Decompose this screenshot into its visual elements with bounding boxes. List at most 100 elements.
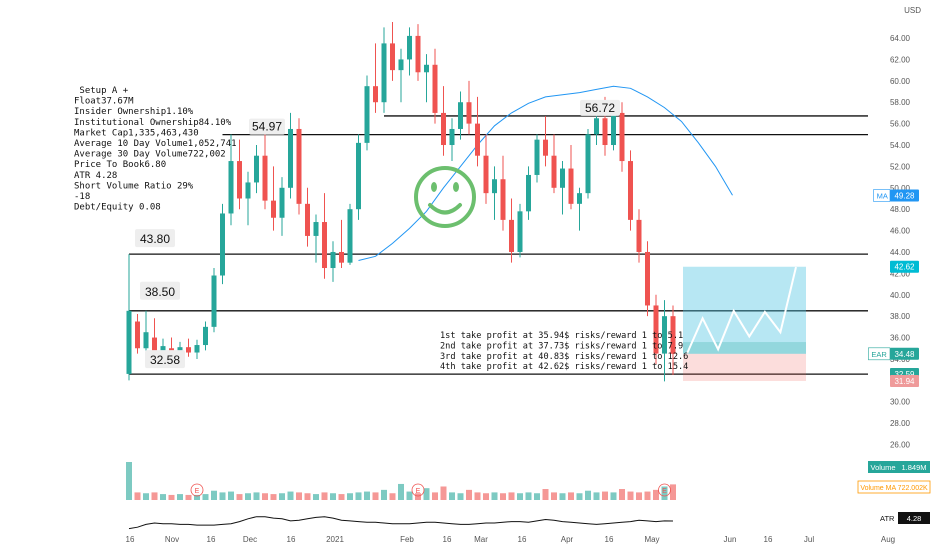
smiley-mouth xyxy=(428,203,462,215)
candle-body xyxy=(347,209,353,263)
long-position-tool[interactable] xyxy=(683,266,806,381)
candle-body xyxy=(373,86,378,103)
time-tick-label: 16 xyxy=(605,535,614,544)
volume-bar xyxy=(398,483,404,500)
volume-bar xyxy=(279,493,285,500)
candles xyxy=(126,22,676,382)
candle-body xyxy=(602,118,608,146)
candle-body xyxy=(551,155,557,188)
candle-body xyxy=(339,251,344,263)
setup-note-line: Float37.67M xyxy=(74,97,134,107)
volume-bar xyxy=(202,494,209,500)
price-tick-label: 28.00 xyxy=(890,419,911,428)
candle-body xyxy=(560,168,565,188)
candle-body xyxy=(585,134,591,194)
candle-body xyxy=(415,35,421,73)
setup-note-line: Average 10 Day Volume1,052,741 xyxy=(74,139,237,149)
price-tick-label: 58.00 xyxy=(890,98,911,107)
volume-bar xyxy=(219,492,226,500)
setup-note-line: -18 xyxy=(74,192,90,202)
candle-body xyxy=(237,161,242,199)
volume-bar xyxy=(253,492,260,500)
time-tick-label: 2021 xyxy=(326,535,344,544)
time-tick-label: Aug xyxy=(881,535,895,544)
setup-note-line: ATR 4.28 xyxy=(74,171,117,181)
candle-body xyxy=(220,213,225,276)
volume-bar xyxy=(670,484,676,500)
setup-note-line: Price To Book6.80 xyxy=(74,160,166,170)
candle-body xyxy=(356,142,361,210)
volume-bar xyxy=(270,494,277,500)
atr-badge-label: ATR xyxy=(880,514,895,523)
volume-bar xyxy=(576,493,583,500)
volume-bar xyxy=(585,490,591,500)
candle-body xyxy=(305,203,310,236)
candle-body xyxy=(577,193,582,204)
volume-bar xyxy=(134,492,141,500)
candle-body xyxy=(441,112,446,146)
volume-bar xyxy=(143,493,149,500)
price-tick-label: 44.00 xyxy=(890,248,911,257)
volume-bar xyxy=(177,494,183,500)
badge-value-34.48: 34.48 xyxy=(894,350,915,359)
earnings-marker xyxy=(658,483,671,497)
volume-bar xyxy=(534,493,540,500)
time-tick-label: May xyxy=(644,535,659,544)
level-label-43.80: 43.80 xyxy=(140,232,170,246)
atr-path xyxy=(128,516,674,530)
volume-bar xyxy=(500,493,506,500)
candle-body xyxy=(330,251,336,269)
setup-note-line: Short Volume Ratio 29% xyxy=(74,181,194,191)
atr-badge-value: 4.28 xyxy=(907,514,922,523)
earnings-marker-label: E xyxy=(416,488,421,495)
price-tick-label: 46.00 xyxy=(890,227,911,236)
profit-zone xyxy=(683,266,806,354)
candle-body xyxy=(211,275,217,327)
volume-ma-badge-text: Volume MA 722.002K xyxy=(860,485,928,492)
earnings-marker xyxy=(190,483,204,497)
candle-body xyxy=(262,155,268,201)
level-labels: 54.97 56.72 43.80 38.50 32.58 xyxy=(135,99,620,369)
volume-bar xyxy=(338,494,345,500)
take-profit-note-line: 1st take profit at 35.94$ risks/reward 1… xyxy=(440,331,683,341)
candle-body xyxy=(670,316,676,354)
time-tick-label: 16 xyxy=(287,535,296,544)
volume-bar xyxy=(296,492,302,500)
volume-bar xyxy=(160,494,166,500)
candle-body xyxy=(517,211,523,252)
stop-zone xyxy=(683,353,806,381)
level-label-box-56.72 xyxy=(580,99,620,116)
moving-average-line xyxy=(358,85,733,261)
level-label-box-38.50 xyxy=(140,281,180,300)
candle-body xyxy=(279,187,285,218)
level-label-box-43.80 xyxy=(135,229,175,248)
candle-body xyxy=(466,102,472,124)
price-tick-label: 38.00 xyxy=(890,312,911,321)
time-tick-label: 16 xyxy=(518,535,527,544)
badge-value-box xyxy=(890,260,919,273)
volume-bar xyxy=(525,492,532,500)
badge-tag-label: MA xyxy=(877,191,888,200)
candle-body xyxy=(636,219,642,252)
level-label-box-54.97 xyxy=(249,118,285,135)
time-tick-label: Apr xyxy=(561,535,574,544)
badge-value-49.28: 49.28 xyxy=(894,191,915,200)
volume-bar xyxy=(151,492,158,500)
volume-bar xyxy=(372,492,379,500)
volume-bar xyxy=(474,492,481,500)
volume-bar xyxy=(602,491,608,500)
candle-body xyxy=(194,345,200,353)
price-tick-label: 30.00 xyxy=(890,398,911,407)
moving-average-path xyxy=(358,85,733,261)
volume-bar xyxy=(457,493,464,500)
volume-bar xyxy=(347,493,353,500)
candle-body xyxy=(594,118,599,135)
candle-body xyxy=(500,179,506,220)
time-tick-label: Dec xyxy=(243,535,257,544)
volume-bar xyxy=(466,489,472,500)
volume-bar xyxy=(423,488,430,500)
candle-body xyxy=(143,332,149,349)
volume-bar xyxy=(449,492,455,500)
